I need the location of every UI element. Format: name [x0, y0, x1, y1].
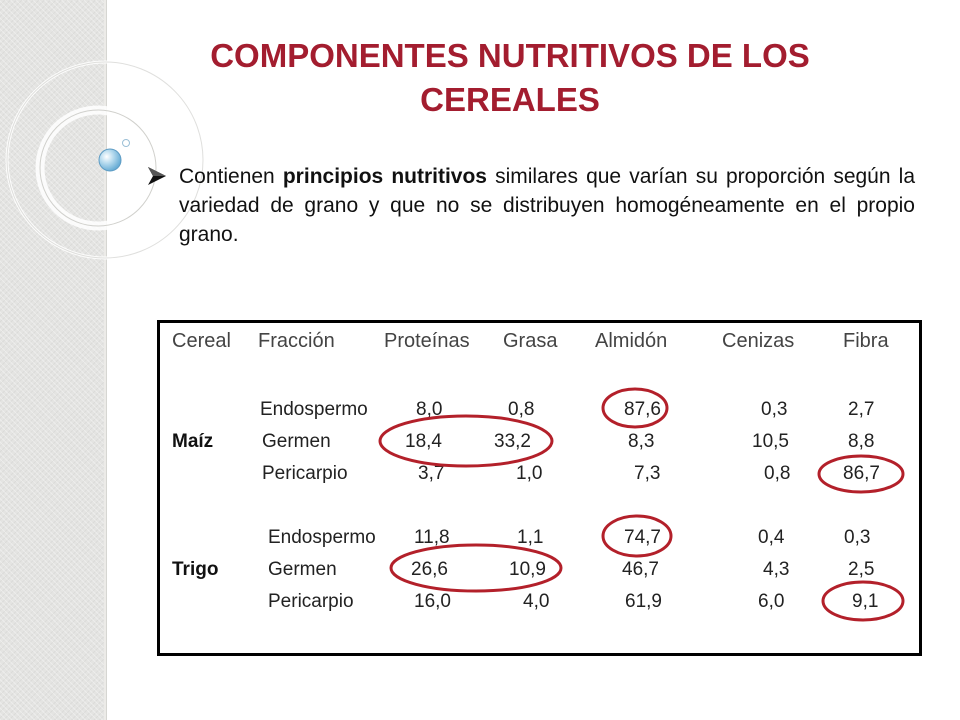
- fraction-label: Endospermo: [260, 399, 368, 420]
- bullet-text: Contienen principios nutritivos similare…: [179, 162, 915, 249]
- header-fiber: Fibra: [843, 330, 889, 352]
- value-cell: 0,3: [844, 527, 871, 548]
- slide-title: COMPONENTES NUTRITIVOS DE LOS CEREALES: [150, 34, 870, 122]
- value-cell: 10,5: [752, 431, 789, 452]
- value-cell: 1,1: [517, 527, 544, 548]
- fraction-label: Pericarpio: [268, 591, 354, 612]
- nutrition-table: Cereal Fracción Proteínas Grasa Almidón …: [157, 320, 922, 656]
- bullet-point: Contienen principios nutritivos similare…: [145, 162, 915, 249]
- value-cell: 6,0: [758, 591, 785, 612]
- header-fat: Grasa: [503, 330, 558, 352]
- bullet-text-bold: principios nutritivos: [282, 165, 487, 188]
- header-ash: Cenizas: [722, 330, 795, 352]
- value-cell: 33,2: [494, 431, 531, 452]
- header-starch: Almidón: [595, 330, 668, 352]
- value-cell: 10,9: [509, 559, 546, 580]
- decorative-side-panel: [0, 0, 107, 720]
- bullet-text-start: Contienen: [179, 165, 283, 188]
- value-cell: 8,0: [416, 399, 443, 420]
- value-cell: 61,9: [625, 591, 662, 612]
- value-cell: 18,4: [405, 431, 442, 452]
- value-cell: 4,0: [523, 591, 550, 612]
- fraction-label: Germen: [262, 431, 331, 452]
- slide-title-line-1: COMPONENTES NUTRITIVOS DE LOS: [210, 37, 810, 74]
- value-cell: 0,3: [761, 399, 788, 420]
- cereal-label: Trigo: [172, 559, 219, 580]
- fraction-label: Pericarpio: [262, 463, 348, 484]
- value-cell: 0,8: [508, 399, 535, 420]
- value-cell: 2,5: [848, 559, 875, 580]
- value-cell: 11,8: [414, 527, 450, 548]
- value-cell: 16,0: [414, 591, 451, 612]
- value-cell: 46,7: [622, 559, 659, 580]
- value-cell: 0,4: [758, 527, 785, 548]
- header-proteins: Proteínas: [384, 330, 470, 352]
- header-fraction: Fracción: [258, 330, 335, 352]
- value-cell: 3,7: [418, 463, 445, 484]
- value-cell: 8,3: [628, 431, 655, 452]
- value-cell: 9,1: [852, 591, 879, 612]
- decorative-circles: [5, 60, 205, 260]
- value-cell: 4,3: [763, 559, 790, 580]
- value-cell: 87,6: [624, 399, 661, 420]
- cereal-label: Maíz: [172, 431, 214, 452]
- value-cell: 74,7: [624, 527, 661, 548]
- fraction-label: Germen: [268, 559, 337, 580]
- header-cereal: Cereal: [172, 330, 231, 352]
- value-cell: 0,8: [764, 463, 791, 484]
- value-cell: 8,8: [848, 431, 875, 452]
- value-cell: 26,6: [411, 559, 448, 580]
- value-cell: 86,7: [843, 463, 880, 484]
- value-cell: 7,3: [634, 463, 661, 484]
- slide-title-line-2: CEREALES: [420, 81, 600, 118]
- fraction-label: Endospermo: [268, 527, 376, 548]
- value-cell: 2,7: [848, 399, 875, 420]
- arrow-bullet-icon: [148, 167, 166, 185]
- value-cell: 1,0: [516, 463, 543, 484]
- side-divider: [104, 0, 106, 720]
- bullet-text-end: similares que varían su proporción según…: [179, 165, 915, 246]
